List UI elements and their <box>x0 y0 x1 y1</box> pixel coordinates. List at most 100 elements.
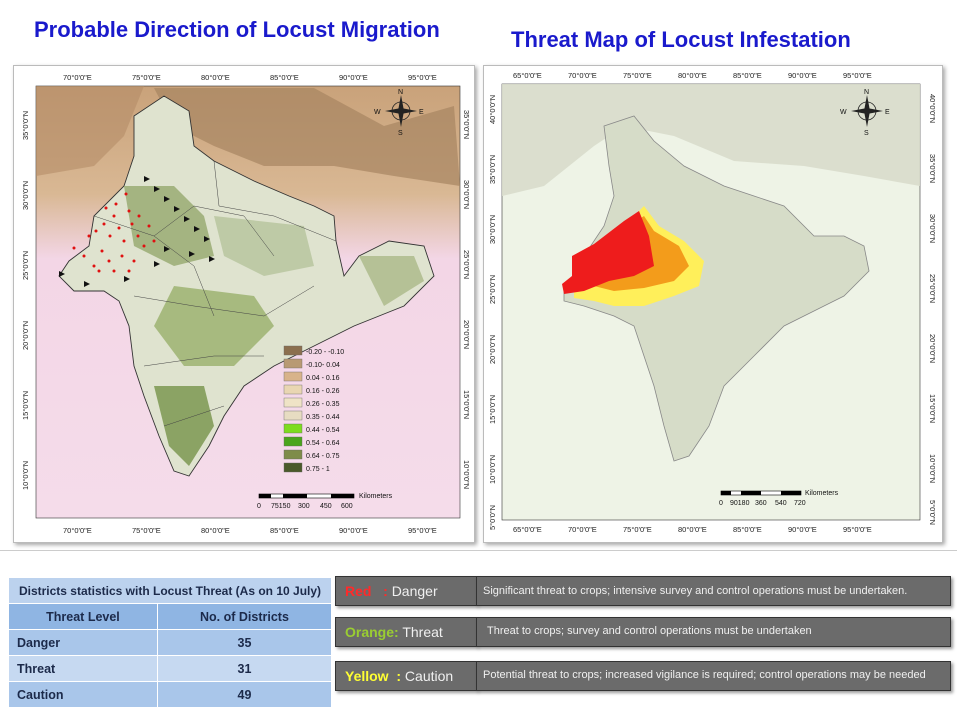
legend-label: 0.35 - 0.44 <box>306 414 340 421</box>
migration-arrows <box>59 176 215 287</box>
legend-label: -0.20 - -0.10 <box>306 349 344 356</box>
legend-label: 0.44 - 0.54 <box>306 427 340 434</box>
compass-n: N <box>398 89 403 96</box>
scale-label: 300 <box>298 503 310 510</box>
compass-w: W <box>374 109 381 116</box>
legend-orange-desc: Threat to crops; survey and control oper… <box>487 625 812 637</box>
lon-tick-label: 75°0'0"E <box>132 526 161 535</box>
lat-tick-label: 20°0'0"N <box>928 334 937 363</box>
row-count: 31 <box>156 655 333 682</box>
lat-tick-label: 15°0'0"N <box>488 395 497 424</box>
legend-swatch <box>283 462 303 473</box>
row-count: 49 <box>156 681 333 708</box>
legend-yellow-box: Yellow : Caution <box>335 661 477 691</box>
compass-s: S <box>398 130 403 137</box>
compass-e: E <box>419 109 424 116</box>
legend-orange-box: Orange: Threat <box>335 617 477 647</box>
scale-labels: 0 75150 300 450 600 <box>257 503 353 510</box>
lon-tick-label: 70°0'0"E <box>568 525 597 534</box>
scale-label: 0 <box>257 503 261 510</box>
threat-map: N S E W Kilometers 0 90180 360 540 720 65°0'… <box>483 65 943 543</box>
lon-tick-label: 65°0'0"E <box>513 71 542 80</box>
lon-tick-label: 65°0'0"E <box>513 525 542 534</box>
legend-swatch <box>283 371 303 382</box>
row-count: 35 <box>156 629 333 656</box>
lat-tick-label: 30°0'0"N <box>488 215 497 244</box>
scale-label: 90180 <box>730 500 750 507</box>
scale-label: 450 <box>320 503 332 510</box>
lon-tick-label: 85°0'0"E <box>733 525 762 534</box>
lon-tick-label: 70°0'0"E <box>63 526 92 535</box>
legend-swatch <box>283 358 303 369</box>
legend-label: 0.75 - 1 <box>306 466 330 473</box>
locust-migration-map: 70°0'0"E 75°0'0"E 80°0'0"E 85°0'0"E 90°0'0"E… <box>13 65 475 543</box>
legend-sep: : <box>371 583 392 599</box>
left-lat-ticks-right: 35°0'0"N 30°0'0"N 25°0'0"N 20°0'0"N 15°0'0"N… <box>462 110 471 489</box>
legend-label: 0.26 - 0.35 <box>306 401 340 408</box>
lon-tick-label: 95°0'0"E <box>843 71 872 80</box>
lat-tick-label: 35°0'0"N <box>488 155 497 184</box>
lat-tick-label: 10°0'0"N <box>21 461 30 490</box>
header-threat-level: Threat Level <box>8 603 158 630</box>
legend-label: 0.04 - 0.16 <box>306 375 340 382</box>
lon-tick-label: 80°0'0"E <box>678 525 707 534</box>
table-row: Caution 49 <box>8 681 333 708</box>
lat-tick-label: 15°0'0"N <box>21 391 30 420</box>
legend-yellow-desc-box: Potential threat to crops; increased vig… <box>476 661 951 691</box>
lat-tick-label: 35°0'0"N <box>21 111 30 140</box>
lat-tick-label: 25°0'0"N <box>462 250 471 279</box>
lon-tick-label: 75°0'0"E <box>623 71 652 80</box>
compass-icon-right: N S E W <box>840 89 890 137</box>
left-lon-ticks-top: 70°0'0"E 75°0'0"E 80°0'0"E 85°0'0"E 90°0'0"E… <box>63 73 437 82</box>
scale-label: 360 <box>755 500 767 507</box>
district-stats-table: Districts statistics with Locust Threat … <box>8 577 333 708</box>
scale-bar-right: Kilometers 0 90180 360 540 720 <box>719 490 839 507</box>
lat-tick-label: 5°0'0"N <box>928 500 937 525</box>
scale-unit: Kilometers <box>805 490 839 497</box>
lon-tick-label: 70°0'0"E <box>568 71 597 80</box>
compass-w: W <box>840 109 847 116</box>
lon-tick-label: 80°0'0"E <box>201 73 230 82</box>
lat-tick-label: 25°0'0"N <box>928 274 937 303</box>
legend-swatch <box>283 397 303 408</box>
legend-yellow-desc: Potential threat to crops; increased vig… <box>483 669 926 681</box>
lon-tick-label: 75°0'0"E <box>623 525 652 534</box>
lat-tick-label: 25°0'0"N <box>21 251 30 280</box>
table-row: Danger 35 <box>8 629 333 656</box>
scale-label: 75150 <box>271 503 291 510</box>
legend-red-desc-box: Significant threat to crops; intensive s… <box>476 576 951 606</box>
scale-labels: 0 90180 360 540 720 <box>719 500 806 507</box>
lon-tick-label: 70°0'0"E <box>63 73 92 82</box>
lon-tick-label: 95°0'0"E <box>843 525 872 534</box>
scale-label: 540 <box>775 500 787 507</box>
compass-e: E <box>885 109 890 116</box>
row-level: Caution <box>8 681 158 708</box>
lon-tick-label: 75°0'0"E <box>132 73 161 82</box>
legend-red-desc: Significant threat to crops; intensive s… <box>483 585 908 597</box>
lat-tick-label: 30°0'0"N <box>21 181 30 210</box>
danger-zone <box>562 211 654 294</box>
left-lat-ticks-left: 35°0'0"N 30°0'0"N 25°0'0"N 20°0'0"N 15°0'0"N… <box>21 111 30 490</box>
legend-red-box: Red : Danger <box>335 576 477 606</box>
lat-tick-label: 15°0'0"N <box>928 394 937 423</box>
lon-tick-label: 85°0'0"E <box>270 526 299 535</box>
legend-sep: : <box>388 668 405 684</box>
lat-tick-label: 10°0'0"N <box>488 455 497 484</box>
locust-points <box>72 192 156 273</box>
lat-tick-label: 40°0'0"N <box>488 95 497 124</box>
lat-tick-label: 5°0'0"N <box>488 505 497 530</box>
lon-tick-label: 95°0'0"E <box>408 526 437 535</box>
legend-label: 0.16 - 0.26 <box>306 388 340 395</box>
lon-tick-label: 85°0'0"E <box>270 73 299 82</box>
lat-tick-label: 15°0'0"N <box>462 390 471 419</box>
lon-tick-label: 80°0'0"E <box>678 71 707 80</box>
lon-tick-label: 85°0'0"E <box>733 71 762 80</box>
lat-tick-label: 30°0'0"N <box>462 180 471 209</box>
lat-tick-label: 30°0'0"N <box>928 214 937 243</box>
legend-red-label: Danger <box>391 583 438 599</box>
scale-unit: Kilometers <box>359 493 393 500</box>
scale-label: 0 <box>719 500 723 507</box>
left-lon-ticks-bottom: 70°0'0"E 75°0'0"E 80°0'0"E 85°0'0"E 90°0'0"E… <box>63 526 437 535</box>
compass-n: N <box>864 89 869 96</box>
legend-swatch <box>283 436 303 447</box>
